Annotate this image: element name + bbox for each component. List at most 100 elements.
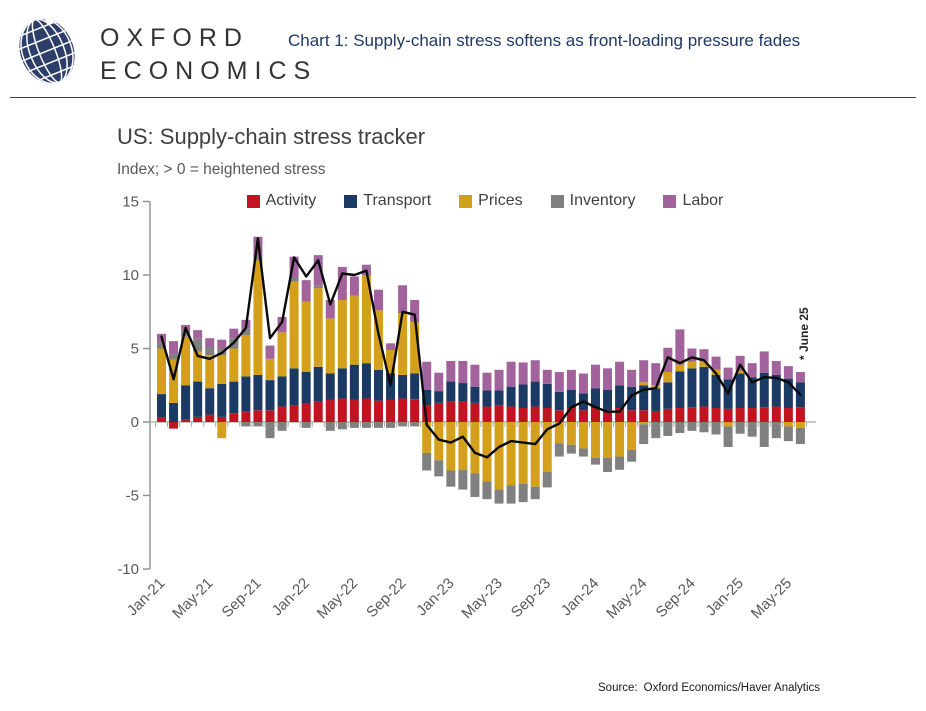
- segment-inventory-neg: [759, 422, 769, 447]
- segment-inventory: [253, 256, 263, 261]
- y-tick-label: 5: [131, 341, 139, 358]
- segment-inventory-neg: [663, 422, 673, 436]
- segment-inventory: [157, 341, 166, 349]
- segment-inventory-neg: [265, 422, 275, 439]
- segment-inventory-neg: [373, 422, 383, 428]
- segment-activity: [398, 398, 408, 422]
- bar-Aug-23: [530, 360, 540, 500]
- y-tick-label: 10: [122, 267, 139, 284]
- bar-Jul-22: [373, 289, 383, 428]
- bar-Jun-24: [651, 363, 661, 439]
- segment-inventory: [289, 277, 299, 282]
- segment-inventory-neg: [446, 470, 456, 487]
- segment-transport: [783, 378, 793, 409]
- segment-activity: [386, 399, 396, 422]
- segment-labor: [386, 343, 396, 350]
- segment-prices: [157, 348, 166, 395]
- legend-item-prices: Prices: [459, 192, 523, 210]
- segment-prices: [735, 370, 745, 374]
- segment-prices: [325, 318, 335, 374]
- segment-transport: [325, 373, 335, 400]
- legend-item-labor: Labor: [663, 192, 723, 210]
- segment-inventory-neg: [434, 460, 444, 477]
- segment-prices: [349, 295, 359, 365]
- segment-activity: [759, 407, 769, 422]
- segment-inventory-neg: [603, 458, 613, 472]
- segment-labor: [169, 341, 179, 355]
- segment-labor: [675, 329, 685, 365]
- segment-inventory-neg: [349, 422, 359, 428]
- segment-activity: [217, 416, 227, 422]
- x-axis: Jan-21 May-21 Sep-21 Jan-22 May-22 Sep-22 Jan-…: [124, 421, 816, 622]
- bar-Dec-22: [434, 372, 444, 477]
- segment-labor: [193, 330, 203, 339]
- segment-transport: [663, 382, 673, 409]
- segment-transport: [241, 376, 251, 412]
- segment-transport: [603, 389, 613, 411]
- bar-Apr-21: [193, 330, 203, 422]
- segment-activity: [578, 410, 588, 422]
- segment-inventory-neg: [627, 449, 637, 462]
- y-tick-label: -10: [117, 561, 139, 578]
- segment-labor: [518, 362, 528, 385]
- bar-Mar-25: [759, 351, 769, 447]
- segment-prices: [241, 335, 251, 377]
- segment-prices-neg: [615, 422, 625, 457]
- segment-labor: [410, 299, 420, 323]
- segment-prices: [675, 364, 685, 372]
- segment-prices-neg: [518, 422, 528, 484]
- segment-prices-neg: [783, 422, 793, 427]
- segment-activity: [157, 417, 166, 422]
- segment-activity: [615, 408, 625, 422]
- segment-labor: [217, 339, 227, 349]
- segment-transport: [675, 371, 685, 409]
- latest-month-annotation: * June 25: [797, 307, 811, 360]
- segment-transport: [554, 391, 564, 411]
- bar-Apr-25: [771, 360, 781, 439]
- x-tick-label: May-22: [314, 575, 361, 622]
- segment-labor: [699, 349, 709, 361]
- x-tick-label: May-25: [748, 575, 795, 622]
- segment-prices: [373, 310, 383, 370]
- legend-label-labor: Labor: [682, 192, 724, 209]
- bar-Dec-23: [578, 373, 588, 457]
- segment-activity: [181, 419, 191, 422]
- bar-Feb-24: [603, 368, 613, 472]
- segment-prices-neg: [554, 422, 564, 444]
- legend-label-transport: Transport: [363, 192, 432, 209]
- segment-inventory-neg: [337, 422, 347, 430]
- segment-activity: [783, 408, 793, 422]
- segment-prices-neg: [470, 422, 480, 474]
- segment-transport: [265, 380, 275, 411]
- bar-Sep-23: [542, 369, 552, 488]
- segment-labor: [470, 364, 480, 387]
- segment-activity: [482, 406, 492, 422]
- segment-inventory-neg: [590, 458, 600, 465]
- segment-activity: [603, 410, 613, 422]
- y-tick-label: 15: [122, 194, 139, 211]
- segment-transport: [289, 368, 299, 406]
- x-tick-label: May-23: [458, 575, 505, 622]
- x-tick-label: Sep-22: [363, 575, 409, 621]
- segment-labor: [566, 369, 576, 390]
- bar-Jan-23: [446, 360, 456, 487]
- segment-inventory: [193, 338, 203, 352]
- segment-inventory-neg: [241, 422, 251, 427]
- segment-transport: [627, 386, 637, 411]
- segment-transport: [615, 385, 625, 409]
- segment-prices-neg: [795, 422, 805, 428]
- segment-transport: [651, 388, 661, 411]
- segment-transport: [566, 389, 576, 409]
- bar-Nov-23: [566, 369, 576, 454]
- bar-Mar-24: [615, 361, 625, 470]
- segment-labor: [578, 373, 588, 394]
- bar-Feb-22: [313, 255, 323, 422]
- segment-labor: [205, 338, 215, 348]
- segment-transport: [253, 374, 263, 411]
- segment-prices-neg: [446, 422, 456, 471]
- segment-activity: [241, 411, 251, 422]
- segment-transport: [482, 390, 492, 407]
- segment-prices: [181, 336, 191, 386]
- segment-labor: [229, 328, 239, 339]
- segment-activity: [747, 408, 757, 422]
